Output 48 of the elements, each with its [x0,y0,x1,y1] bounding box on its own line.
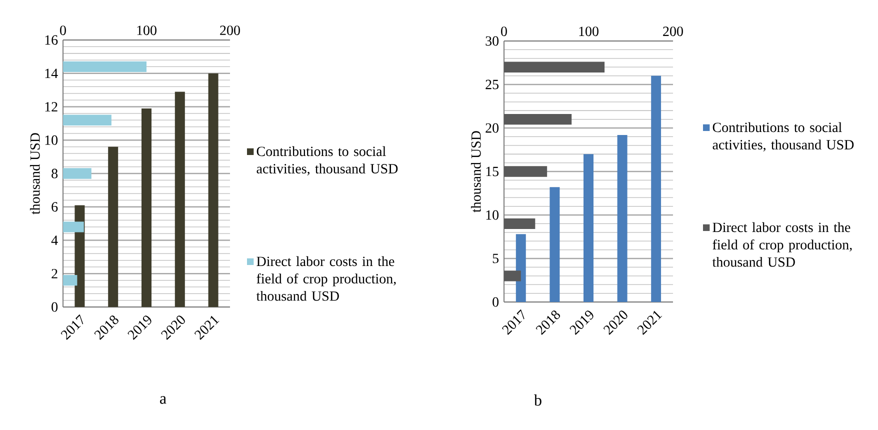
bar [63,274,78,286]
bar [63,168,92,179]
bar [63,222,84,232]
legend-label: Contributions to social activities, thousand USD [256,146,398,176]
bar [63,61,147,72]
x-tick-label: 200 [220,26,240,36]
text: b [534,394,542,406]
y-tick-label: 30 [486,36,499,46]
bar [108,146,118,307]
bar [504,270,521,282]
y-axis-title: thousand USD [470,131,481,212]
legend-label: Contributions to social activities, thousand USD [712,122,854,152]
y-tick-label: 6 [52,202,58,212]
bar [208,73,218,307]
bar [504,218,536,230]
text: a [160,396,166,404]
y-tick-label: 14 [45,68,58,78]
y-tick-label: 15 [486,166,499,176]
bar [584,154,594,302]
y-tick-label: 10 [486,210,499,220]
bar [617,134,628,302]
bar [504,166,548,177]
x-tick-label: 100 [579,26,598,36]
bar [174,92,185,307]
x-tick-label: 200 [663,26,683,36]
bar [504,62,605,72]
y-tick-label: 16 [45,35,58,45]
y-tick-label: 8 [52,168,58,178]
y-tick-label: 12 [45,102,58,112]
bar [550,187,560,302]
bar [504,114,572,125]
y-tick-label: 20 [486,123,499,133]
x-tick-label: 100 [137,26,156,36]
legend-label: Direct labor costs in the field of crop production, thousand USD [712,222,852,267]
x-tick-label: 0 [60,26,66,36]
y-tick-label: 4 [51,236,58,245]
bar [142,108,152,307]
y-tick-label: 25 [486,80,499,90]
legend-label: Direct labor costs in the field of crop production, thousand USD [256,256,396,301]
x-tick-label: 0 [501,26,507,36]
bar [63,114,112,126]
y-tick-label: 5 [492,254,499,264]
y-tick-label: 2 [52,268,58,278]
y-tick-label: 0 [492,297,499,307]
y-tick-label: 0 [52,302,58,312]
y-axis-title: thousand USD [30,133,40,214]
bar [651,76,662,302]
y-tick-label: 10 [45,135,58,145]
